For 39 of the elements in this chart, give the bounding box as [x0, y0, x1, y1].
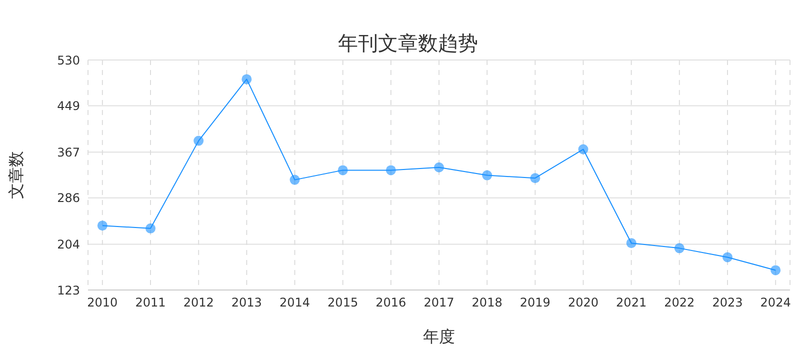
point — [338, 165, 348, 176]
point — [482, 170, 492, 180]
point — [674, 243, 684, 254]
point — [97, 220, 108, 231]
x-tick-label: 2016 — [376, 296, 406, 310]
point — [626, 238, 636, 248]
x-tick-label: 2015 — [328, 296, 358, 310]
point — [290, 174, 300, 185]
x-tick-label: 2023 — [712, 296, 743, 310]
y-tick-label: 286 — [57, 191, 80, 206]
x-tick-label: 2010 — [87, 296, 118, 310]
x-tick-label: 2019 — [520, 296, 550, 310]
point — [722, 252, 732, 262]
x-tick-label: 2011 — [135, 296, 166, 310]
y-tick-label: 530 — [57, 53, 80, 68]
point — [770, 265, 781, 276]
point — [530, 173, 540, 184]
point — [434, 162, 444, 172]
x-tick-label: 2022 — [664, 296, 695, 310]
y-tick-label: 204 — [57, 237, 80, 252]
x-tick-label: 2014 — [279, 296, 310, 310]
y-tick-label: 449 — [57, 99, 80, 114]
point — [242, 74, 252, 84]
x-tick-label: 2021 — [616, 296, 647, 310]
y-axis-title: 文章数 — [6, 151, 26, 199]
x-tick-label: 2018 — [472, 296, 502, 310]
point — [194, 136, 204, 146]
point — [386, 165, 396, 176]
y-tick-label: 367 — [57, 145, 80, 160]
x-tick-label: 2020 — [568, 296, 599, 310]
x-tick-label: 2024 — [760, 296, 791, 310]
point — [146, 223, 156, 234]
x-tick-label: 2017 — [424, 296, 454, 310]
x-tick-label: 2013 — [231, 296, 262, 310]
y-tick-label: 123 — [57, 283, 80, 298]
x-axis-title: 年度 — [423, 327, 455, 346]
point — [578, 144, 588, 154]
chart-title: 年刊文章数趋势 — [338, 31, 478, 55]
x-tick-label: 2012 — [183, 296, 214, 310]
